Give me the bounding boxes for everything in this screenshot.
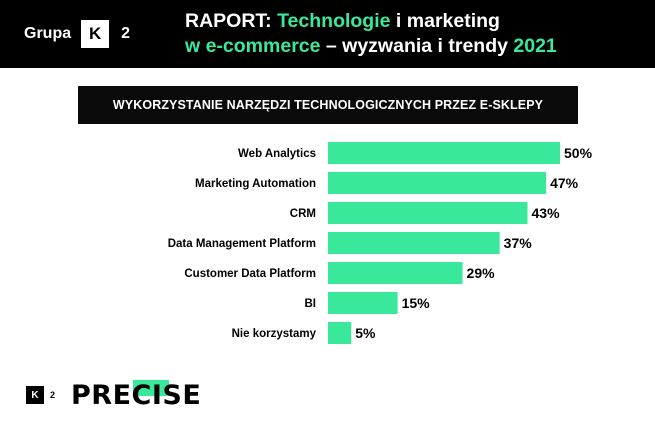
bar <box>328 202 528 224</box>
title-i-marketing: i marketing <box>395 10 500 32</box>
bar <box>328 292 398 314</box>
bar <box>328 232 500 254</box>
value-label: 50% <box>564 145 593 161</box>
precise-accent-block <box>133 380 170 396</box>
report-title: RAPORT: Technologie i marketing w e-comm… <box>185 9 645 59</box>
value-label: 47% <box>550 175 579 191</box>
category-label: Customer Data Platform <box>184 268 316 280</box>
value-label: 29% <box>467 265 496 281</box>
value-label: 37% <box>504 235 533 251</box>
category-label: Nie korzystamy <box>232 328 317 340</box>
category-label: Marketing Automation <box>195 178 316 190</box>
grupa-k2-logo: Grupa K 2 <box>24 0 130 68</box>
category-label: Data Management Platform <box>168 238 316 250</box>
footer-2-text: 2 <box>50 390 56 400</box>
header-bar: Grupa K 2 RAPORT: Technologie i marketin… <box>0 0 655 68</box>
brand-grupa-text: Grupa <box>24 25 72 42</box>
value-label: 15% <box>402 295 431 311</box>
value-label: 5% <box>355 325 376 341</box>
bar <box>328 322 352 344</box>
footer-k-box: K <box>26 386 44 404</box>
brand-k-box: K <box>81 20 110 48</box>
bar <box>328 172 547 194</box>
brand-2-text: 2 <box>121 25 131 42</box>
bar <box>328 262 463 284</box>
footer-logo: K 2 PRECISE <box>26 378 201 412</box>
bar <box>328 142 560 164</box>
value-label: 43% <box>532 205 561 221</box>
title-raport: RAPORT: <box>185 10 272 32</box>
bar-chart: Web Analytics 50% Marketing Automation 47% C… <box>168 142 593 344</box>
title-w-ecommerce: w e-commerce <box>185 35 321 57</box>
title-year: 2021 <box>513 35 557 57</box>
precise-logo: PRECISE <box>71 378 201 412</box>
category-label: CRM <box>290 208 316 220</box>
chart-title: WYKORZYSTANIE NARZĘDZI TECHNOLOGICZNYCH … <box>78 86 578 124</box>
category-label: Web Analytics <box>238 148 316 160</box>
title-technologie: Technologie <box>277 10 391 32</box>
title-rest: – wyzwania i trendy <box>325 35 508 57</box>
category-label: BI <box>305 298 317 310</box>
precise-text: PRECISE <box>71 379 202 411</box>
